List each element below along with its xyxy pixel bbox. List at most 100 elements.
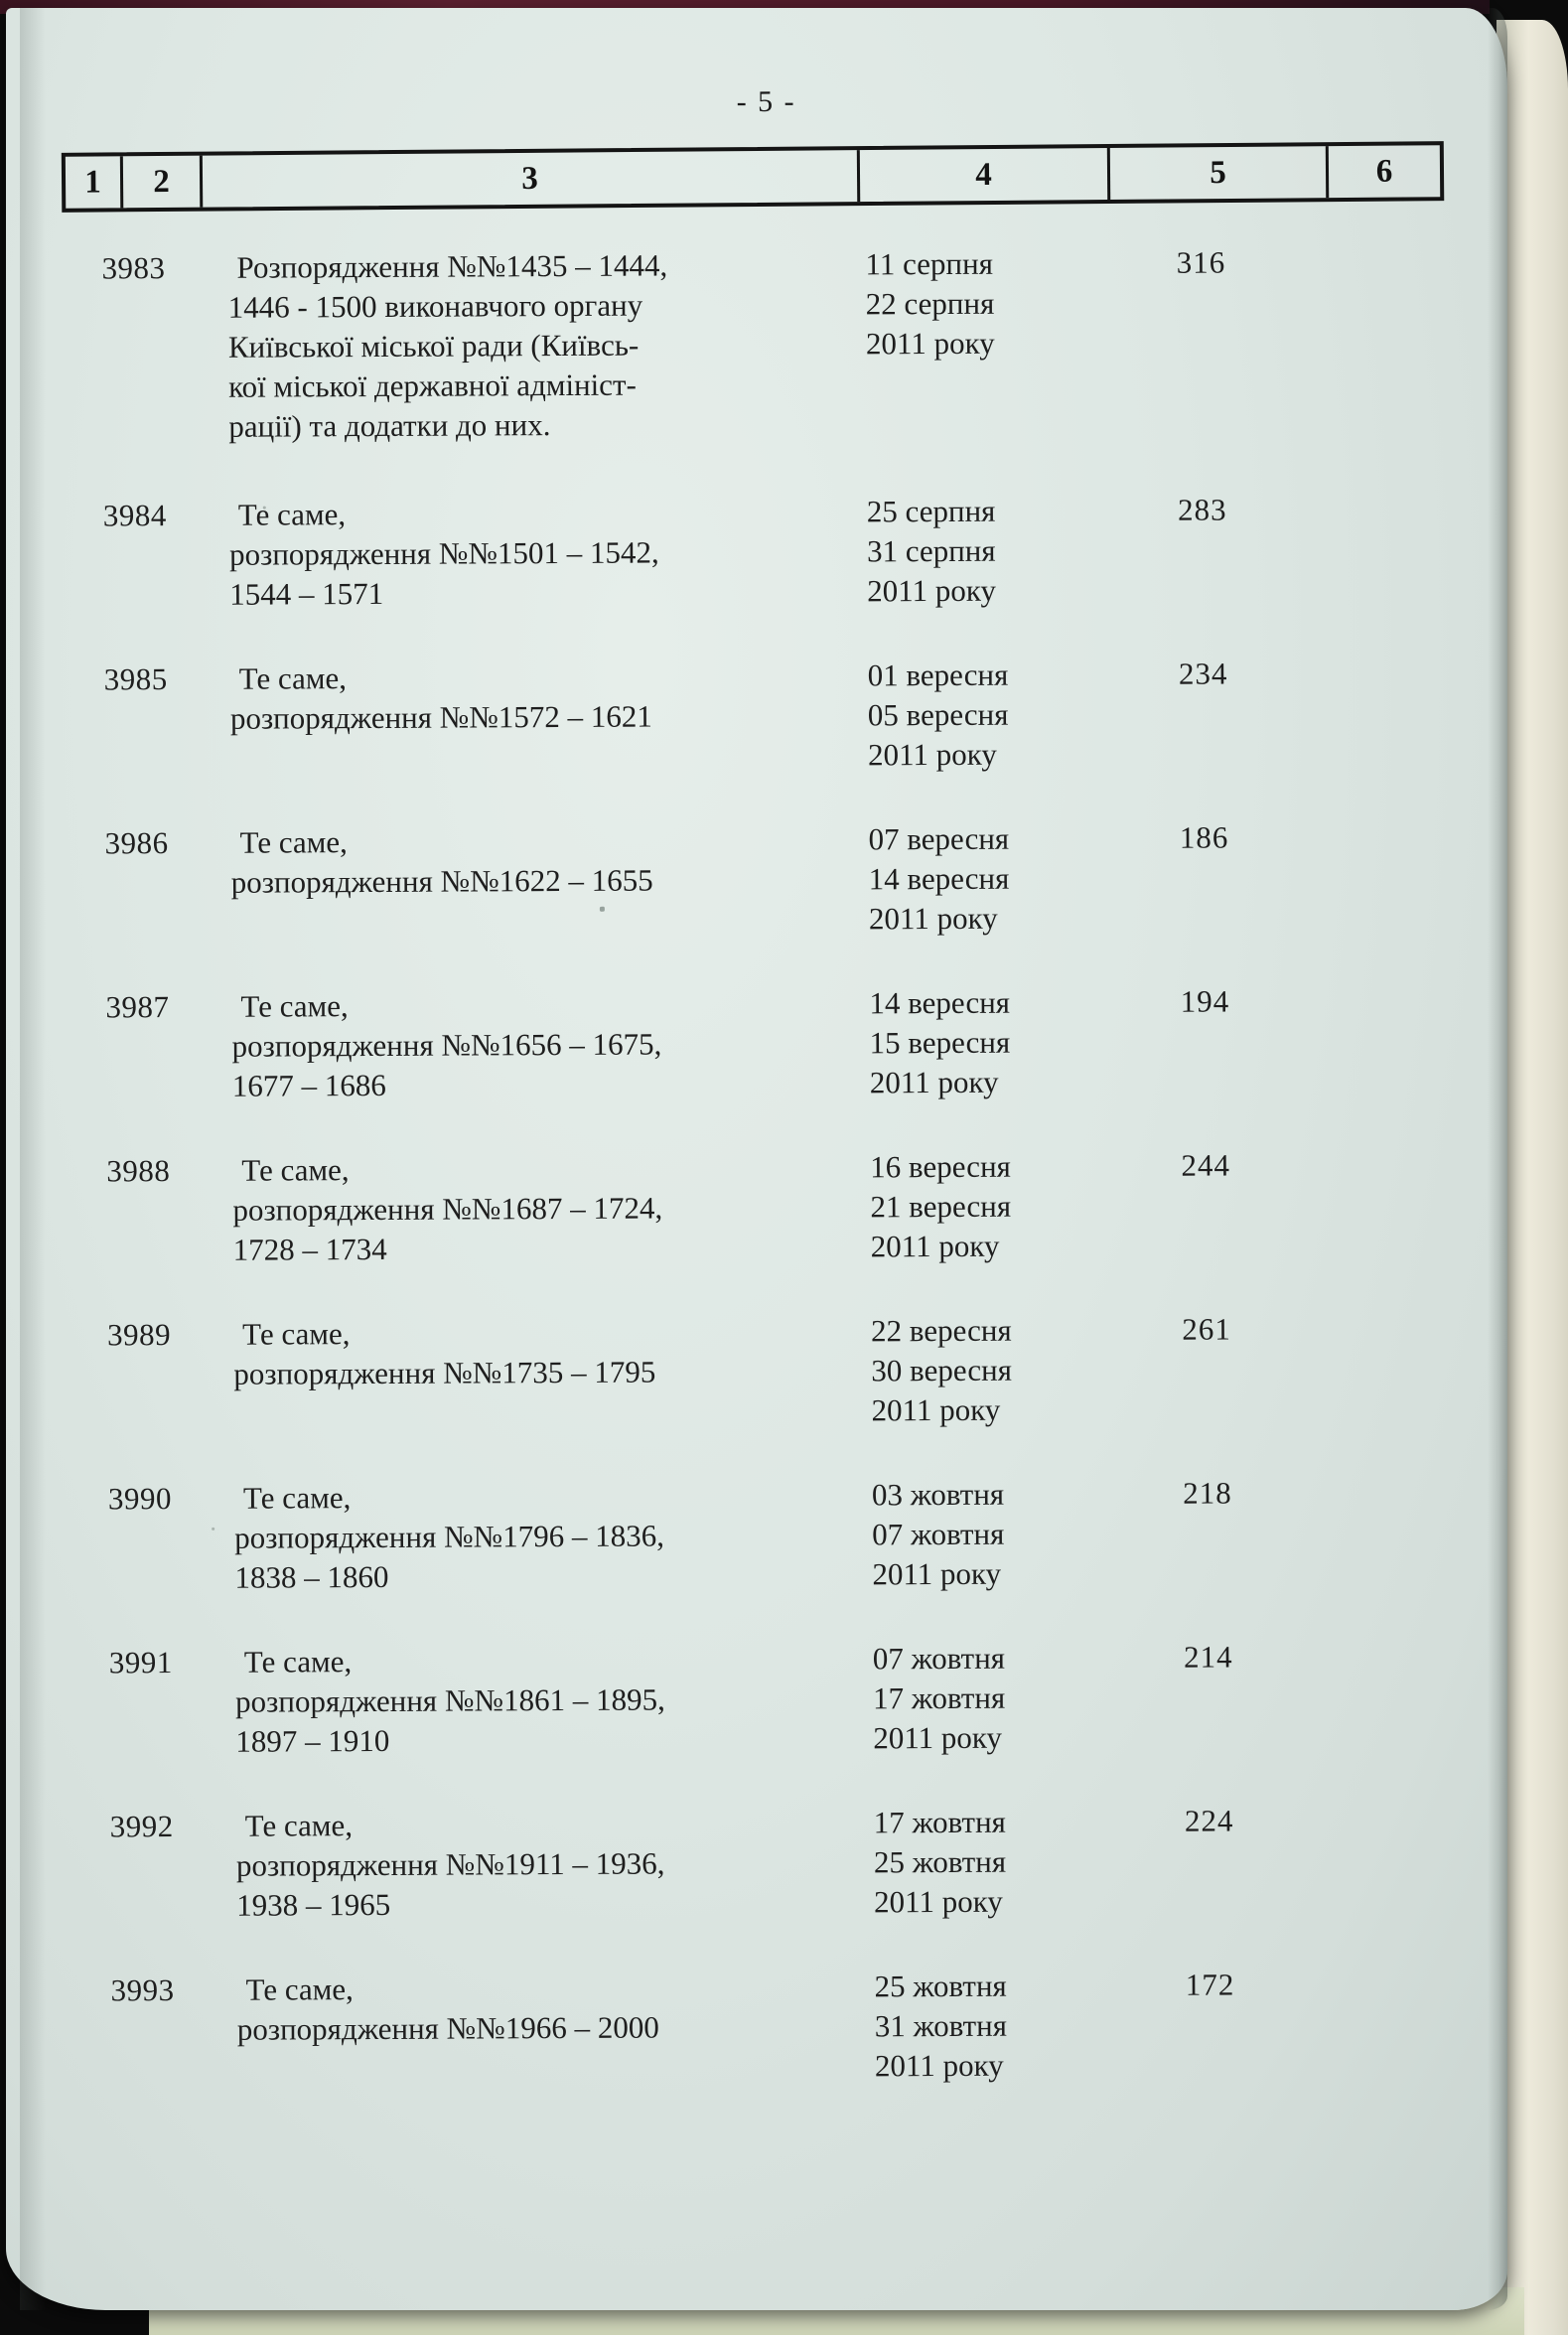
row-entry-number: 3986 bbox=[104, 825, 169, 861]
row-page-count: 283 bbox=[1177, 492, 1227, 527]
text-line: 1938 – 1965 bbox=[236, 1886, 391, 1923]
table-header-cell: 6 bbox=[1325, 145, 1441, 199]
photo-specks bbox=[1, 12, 2, 13]
text-line: 25 серпня bbox=[866, 493, 996, 529]
page-number: - 5 - bbox=[736, 84, 796, 119]
text-line: 17 жовтня bbox=[872, 1679, 1006, 1716]
text-line: 1446 - 1500 виконавчого органу bbox=[227, 287, 643, 325]
text-line: розпорядження №№1687 – 1724, bbox=[232, 1190, 663, 1228]
table-row: 3984 Те саме, розпорядження №№1501 – 1542… bbox=[4, 490, 1395, 616]
text-line: Те саме, bbox=[245, 1971, 354, 2007]
row-dates: 25 жовтня 31 жовтня 2011 року bbox=[874, 1966, 1105, 2086]
text-line: Те саме, bbox=[241, 1152, 350, 1188]
text-line: Київської міської ради (Київсь- bbox=[227, 327, 640, 365]
row-entry-number: 3987 bbox=[105, 989, 170, 1025]
text-line: 07 жовтня bbox=[872, 1640, 1006, 1677]
row-dates: 11 серпня 22 серпня 2011 року bbox=[865, 243, 1096, 443]
row-entry-number: 3988 bbox=[106, 1153, 171, 1189]
text-line: Те саме, bbox=[244, 1808, 354, 1843]
text-line: 17 жовтня bbox=[873, 1804, 1006, 1840]
table-row: 3988 Те саме, розпорядження №№1687 – 1724… bbox=[7, 1145, 1398, 1271]
text-line: рації) та додатки до них. bbox=[228, 407, 551, 444]
row-page-count: 261 bbox=[1182, 1311, 1231, 1347]
row-dates: 16 вересня 21 вересня 2011 року bbox=[870, 1146, 1101, 1266]
text-line: 2011 року bbox=[867, 572, 997, 609]
text-line: 31 жовтня bbox=[874, 2007, 1008, 2044]
text-line: 25 жовтня bbox=[873, 1843, 1007, 1880]
text-line: 22 серпня bbox=[865, 285, 995, 322]
row-entry-number: 3993 bbox=[110, 1972, 175, 2008]
row-entry-number: 3991 bbox=[108, 1645, 173, 1680]
text-line: 30 вересня bbox=[871, 1352, 1013, 1388]
text-line: розпорядження №№1622 – 1655 bbox=[230, 862, 653, 900]
text-line: 03 жовтня bbox=[871, 1476, 1005, 1513]
text-line: Те саме, bbox=[242, 1480, 352, 1516]
table-row: 3986 Те саме, розпорядження №№1622 – 1655… bbox=[5, 817, 1396, 944]
text-line: 14 вересня bbox=[868, 860, 1010, 897]
text-line: 2011 року bbox=[867, 736, 997, 773]
text-line: 01 вересня bbox=[867, 657, 1009, 693]
row-page-count: 214 bbox=[1184, 1639, 1233, 1675]
text-line: 2011 року bbox=[873, 1719, 1003, 1756]
row-dates: 01 вересня 05 вересня 2011 року bbox=[868, 655, 1099, 775]
text-line: 16 вересня bbox=[870, 1148, 1011, 1185]
row-description: Те саме, розпорядження №№1656 – 1675, 1677… bbox=[231, 983, 870, 1105]
table-row: 3993 Те саме, розпорядження №№1966 – 2000… bbox=[11, 1965, 1402, 2091]
table-row: 3987 Те саме, розпорядження №№1656 – 1675… bbox=[6, 981, 1397, 1107]
row-description: Розпорядження №№1435 – 1444, 1446 - 1500 … bbox=[227, 244, 866, 446]
row-dates: 17 жовтня 25 жовтня 2011 року bbox=[874, 1802, 1105, 1922]
text-line: 2011 року bbox=[870, 1228, 1000, 1264]
table-row: 3991 Те саме, розпорядження №№1861 – 1895… bbox=[10, 1637, 1401, 1763]
row-dates: 03 жовтня 07 жовтня 2011 року bbox=[872, 1474, 1103, 1594]
table-row: 3989 Те саме, розпорядження №№1735 – 1795… bbox=[8, 1309, 1399, 1435]
row-entry-number: 3984 bbox=[102, 498, 167, 533]
row-description: Те саме, розпорядження №№1572 – 1621 bbox=[230, 656, 869, 778]
text-line: 1544 – 1571 bbox=[229, 575, 384, 612]
row-entry-number: 3989 bbox=[107, 1317, 172, 1353]
text-line: 15 вересня bbox=[869, 1024, 1011, 1061]
text-line: 1897 – 1910 bbox=[235, 1722, 390, 1759]
text-line: 07 вересня bbox=[868, 820, 1010, 857]
page-content: - 5 - 1 2 3 4 5 6 3983 Розпорядження №№1… bbox=[1, 4, 1514, 2314]
row-description: Те саме, розпорядження №№1796 – 1836, 1838… bbox=[234, 1475, 873, 1597]
text-line: 2011 року bbox=[871, 1391, 1001, 1428]
table-row: 3985 Те саме, розпорядження №№1572 – 1621… bbox=[5, 654, 1396, 780]
text-line: 31 серпня bbox=[866, 532, 996, 569]
text-line: Те саме, bbox=[238, 660, 348, 696]
row-description: Те саме, розпорядження №№1861 – 1895, 1897… bbox=[235, 1639, 874, 1761]
table-header-cell: 5 bbox=[1106, 146, 1327, 201]
table-header-cell: 4 bbox=[856, 148, 1108, 203]
text-line: розпорядження №№1501 – 1542, bbox=[228, 534, 659, 572]
text-line: розпорядження №№1735 – 1795 bbox=[233, 1354, 656, 1391]
text-line: 2011 року bbox=[865, 325, 995, 362]
text-line: Те саме, bbox=[237, 497, 347, 532]
table-header-row: 1 2 3 4 5 6 bbox=[61, 141, 1445, 213]
row-page-count: 172 bbox=[1185, 1967, 1235, 2002]
text-line: 1838 – 1860 bbox=[234, 1558, 389, 1595]
text-line: розпорядження №№1861 – 1895, bbox=[234, 1681, 665, 1719]
table-row: 3992 Те саме, розпорядження №№1911 – 1936… bbox=[11, 1801, 1402, 1927]
document-page: - 5 - 1 2 3 4 5 6 3983 Розпорядження №№1… bbox=[6, 8, 1507, 2310]
text-line: розпорядження №№1911 – 1936, bbox=[235, 1845, 665, 1883]
row-dates: 22 вересня 30 вересня 2011 року bbox=[871, 1310, 1102, 1430]
table-body: 3983 Розпорядження №№1435 – 1444, 1446 - … bbox=[2, 242, 1402, 2135]
row-description: Те саме, розпорядження №№1966 – 2000 bbox=[236, 1967, 875, 2089]
row-dates: 07 жовтня 17 жовтня 2011 року bbox=[873, 1638, 1104, 1758]
text-line: 2011 року bbox=[868, 900, 998, 937]
text-line: Те саме, bbox=[239, 824, 348, 860]
row-page-count: 224 bbox=[1184, 1803, 1234, 1838]
text-line: 07 жовтня bbox=[872, 1516, 1005, 1552]
text-line: розпорядження №№1656 – 1675, bbox=[231, 1026, 662, 1064]
table-row: 3990 Те саме, розпорядження №№1796 – 1836… bbox=[9, 1473, 1400, 1599]
text-line: 2011 року bbox=[874, 1883, 1003, 1920]
text-line: 1728 – 1734 bbox=[232, 1231, 387, 1267]
text-line: 25 жовтня bbox=[874, 1968, 1007, 2004]
row-entry-number: 3983 bbox=[101, 250, 166, 286]
page-stack-right-edge bbox=[1497, 20, 1568, 2335]
text-line: 2011 року bbox=[874, 2047, 1004, 2084]
text-line: 14 вересня bbox=[869, 984, 1011, 1021]
row-entry-number: 3985 bbox=[103, 661, 168, 697]
row-entry-number: 3992 bbox=[109, 1809, 174, 1844]
text-line: Те саме, bbox=[240, 988, 349, 1024]
